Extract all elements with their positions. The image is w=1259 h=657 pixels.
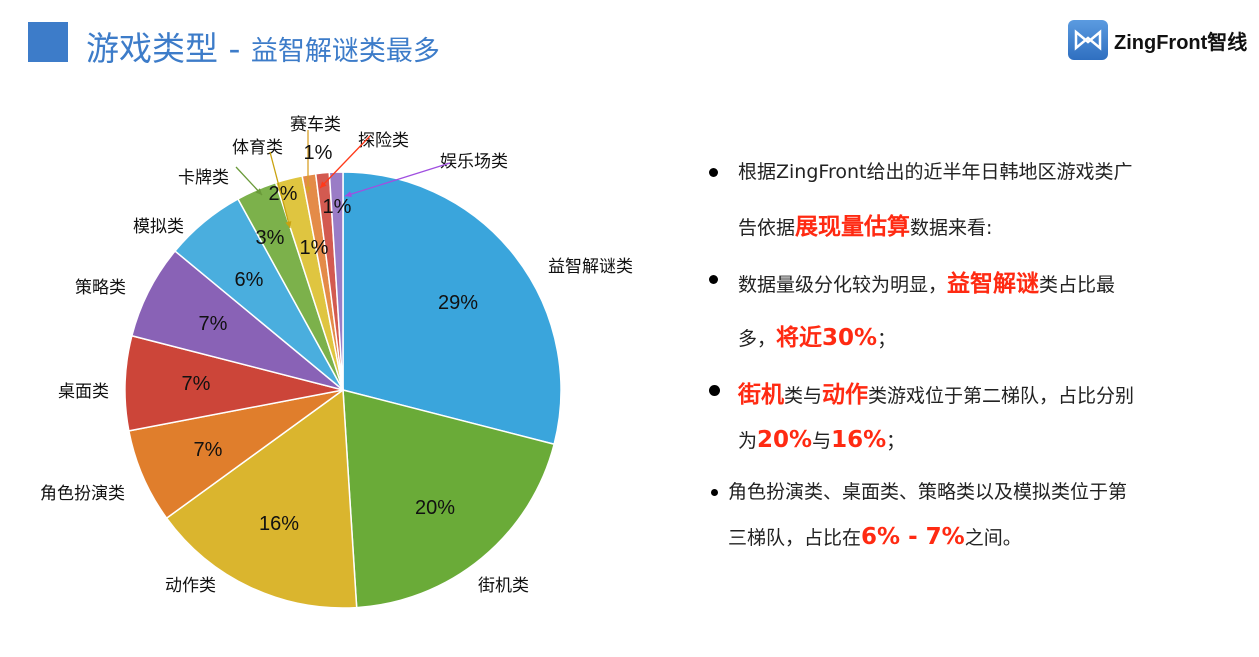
bullet-text: 之间。	[964, 527, 1022, 549]
highlight-text: 20%	[757, 427, 813, 453]
leader-line	[344, 162, 451, 197]
slice-category-label: 动作类	[165, 576, 216, 596]
arrow-head	[320, 181, 327, 188]
title-separator: -	[218, 29, 251, 68]
slice-category-label: 策略类	[75, 278, 126, 298]
arrow-head	[304, 186, 312, 193]
slice-category-label: 角色扮演类	[40, 484, 125, 504]
bullet-text: 类游戏位于第二梯队，占比分别	[868, 385, 1135, 407]
bullet-dot	[711, 488, 718, 496]
logo: ZingFront智线	[1068, 20, 1247, 60]
slice-percent-label: 16%	[259, 513, 299, 535]
bullet-text: 数据量级分化较为明显，	[738, 274, 948, 296]
bullet-line: 三梯队，占比在6% - 7%之间。	[728, 523, 1022, 550]
slice-category-label: 娱乐场类	[440, 152, 508, 172]
bullet-text: 数据来看:	[910, 217, 993, 239]
slice-category-label: 赛车类	[290, 114, 341, 135]
highlight-text: 街机	[738, 382, 784, 408]
slice-percent-label: 1%	[300, 237, 329, 259]
bullet-dot	[709, 167, 718, 177]
bullet-line: 角色扮演类、桌面类、策略类以及模拟类位于第	[728, 477, 1127, 504]
bullet-text: 类与	[784, 385, 823, 407]
bullet-line: 街机类与动作类游戏位于第二梯队，占比分别	[738, 375, 1134, 409]
slice-percent-label: 3%	[256, 227, 285, 249]
slice-percent-label: 7%	[199, 313, 228, 335]
logo-icon	[1068, 20, 1108, 60]
highlight-text: 展现量估算	[795, 214, 911, 240]
slice-percent-label: 7%	[182, 373, 211, 395]
bullet-text: 与	[812, 430, 832, 452]
arrow-head	[255, 188, 262, 195]
slice-percent-label: 7%	[194, 439, 223, 461]
slice-percent-label: 1%	[304, 142, 333, 164]
bullet-line: 根据ZingFront给出的近半年日韩地区游戏类广	[738, 157, 1132, 184]
bullet-line: 多，将近30%；	[738, 318, 896, 352]
arrow-head	[345, 191, 352, 198]
slice-category-label: 益智解谜类	[548, 257, 633, 277]
highlight-text: 6% - 7%	[861, 524, 965, 550]
bullet-text: ；	[886, 430, 906, 452]
slice-category-label: 体育类	[232, 138, 283, 158]
bullet-line: 告依据展现量估算数据来看:	[738, 207, 992, 241]
arrow-head	[285, 221, 292, 228]
slice-percent-label: 29%	[438, 292, 478, 314]
bullet-line: 数据量级分化较为明显，益智解谜类占比最	[738, 264, 1115, 298]
slice-category-label: 桌面类	[58, 382, 109, 402]
highlight-text: 益智解谜	[947, 271, 1040, 297]
leader-line	[319, 135, 371, 189]
slice-category-label: 模拟类	[133, 217, 184, 237]
bullet-text: 多，	[738, 328, 777, 350]
page-title: 游戏类型 - 益智解谜类最多	[86, 22, 440, 70]
leader-line	[269, 151, 291, 229]
bullet-dot	[709, 384, 720, 396]
bullet-text: 为	[738, 430, 758, 452]
bullet-text: ；	[877, 328, 897, 350]
slice-category-label: 探险类	[358, 131, 409, 151]
pie-slice	[165, 388, 358, 609]
pie-chart: 29% 益智解谜类 20% 街机类 16% 动作类 7% 角色扮演类 7% 桌面类 7% 策略类 6% 模…	[40, 114, 633, 609]
pie-slice	[342, 389, 556, 609]
slice-percent-label: 6%	[235, 269, 264, 291]
title-subtitle: 益智解谜类最多	[250, 36, 440, 67]
highlight-text: 16%	[831, 427, 887, 453]
highlight-text: 动作	[822, 382, 869, 408]
leader-line	[235, 166, 263, 196]
bullet-text: 类占比最	[1039, 274, 1116, 296]
logo-text: ZingFront智线	[1114, 31, 1248, 54]
pie-slice	[342, 171, 562, 446]
bullet-text: 角色扮演类、桌面类、策略类以及模拟类位于第	[728, 481, 1128, 503]
highlight-text: 将近30%	[776, 325, 878, 351]
bullet-line: 为20%与16%；	[738, 426, 905, 453]
slice-percent-label: 20%	[415, 497, 455, 519]
title-main: 游戏类型	[86, 29, 218, 68]
bullet-text: 根据ZingFront给出的近半年日韩地区游戏类广	[738, 161, 1133, 183]
slice-category-label: 卡牌类	[178, 168, 229, 188]
bullet-text: 三梯队，占比在	[728, 527, 862, 549]
title-marker	[28, 22, 68, 62]
bullet-dot	[709, 274, 718, 284]
bullet-text: 告依据	[738, 217, 796, 239]
slice-percent-label: 1%	[323, 196, 352, 218]
slice-percent-label: 2%	[269, 183, 298, 205]
slice-category-label: 街机类	[478, 576, 529, 596]
